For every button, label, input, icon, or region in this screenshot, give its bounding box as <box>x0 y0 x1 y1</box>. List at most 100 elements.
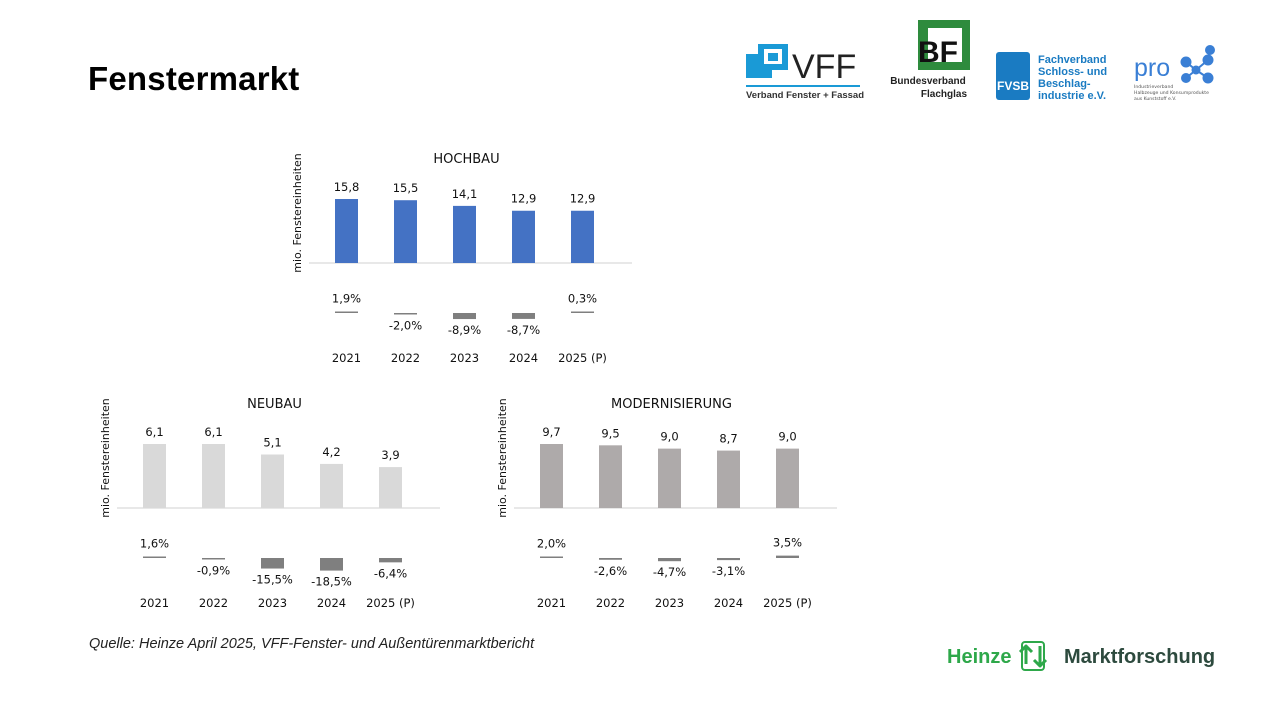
category-label: 2024 <box>714 596 743 610</box>
change-bar <box>320 558 343 571</box>
bf-logo: BF Bundesverband Flachglas <box>890 20 970 100</box>
fvsb-mark: FVSB <box>997 79 1029 93</box>
value-bar <box>658 448 681 508</box>
change-bar <box>202 558 225 560</box>
molecule-icon <box>1180 45 1215 84</box>
value-label: 6,1 <box>204 425 222 439</box>
category-label: 2022 <box>596 596 625 610</box>
change-label: -2,0% <box>389 319 422 333</box>
change-label: 1,9% <box>332 292 361 306</box>
value-bar <box>776 448 799 508</box>
change-bar <box>512 313 535 319</box>
change-label: -15,5% <box>252 573 293 587</box>
value-bar <box>143 444 166 508</box>
change-bar <box>143 556 166 558</box>
heinze-marktforschung: Marktforschung <box>1064 646 1215 668</box>
category-label: 2022 <box>199 596 228 610</box>
change-bar <box>379 558 402 563</box>
value-label: 9,0 <box>778 430 796 444</box>
value-bar <box>599 445 622 508</box>
value-bar <box>379 467 402 508</box>
change-label: -3,1% <box>712 564 745 578</box>
value-bar <box>512 210 535 263</box>
change-bar <box>599 558 622 560</box>
category-label: 2022 <box>391 351 420 365</box>
change-bar <box>394 313 417 315</box>
change-label: -8,9% <box>448 323 481 337</box>
bf-line1: Bundesverband <box>890 76 966 87</box>
value-bar <box>394 200 417 263</box>
change-bar <box>571 311 594 313</box>
heinze-arrows-icon <box>1018 641 1048 671</box>
chart-title: HOCHBAU <box>433 152 499 167</box>
value-bar <box>453 205 476 263</box>
value-bar <box>571 210 594 263</box>
value-bar <box>717 450 740 508</box>
vff-subtitle: Verband Fenster + Fassade <box>746 90 864 101</box>
category-label: 2024 <box>509 351 538 365</box>
category-label: 2025 (P) <box>763 596 812 610</box>
change-label: -4,7% <box>653 565 686 579</box>
value-label: 12,9 <box>570 192 596 206</box>
value-label: 14,1 <box>452 187 478 201</box>
value-bar <box>261 454 284 508</box>
pro-sub1: Industrieverband <box>1134 84 1173 90</box>
value-label: 3,9 <box>381 448 399 462</box>
change-label: 3,5% <box>773 536 802 550</box>
change-bar <box>453 313 476 320</box>
value-label: 15,8 <box>334 180 360 194</box>
value-bar <box>540 444 563 508</box>
value-label: 9,0 <box>660 430 678 444</box>
category-label: 2023 <box>450 351 479 365</box>
change-bar <box>335 311 358 313</box>
value-label: 12,9 <box>511 192 537 206</box>
change-label: -18,5% <box>311 575 352 589</box>
fvsb-line2: Schloss- und <box>1038 66 1107 78</box>
bf-mark: BF <box>918 36 958 69</box>
value-label: 5,1 <box>263 435 281 449</box>
value-label: 8,7 <box>719 432 737 446</box>
change-bar <box>717 558 740 561</box>
chart-title: NEUBAU <box>247 397 302 412</box>
heinze-logo: Heinze Marktforschung <box>947 641 1215 671</box>
vff-logo: VFF Verband Fenster + Fassade <box>746 44 864 101</box>
category-label: 2025 (P) <box>366 596 415 610</box>
category-label: 2024 <box>317 596 346 610</box>
y-axis-label: mio. Fenstereinheiten <box>496 398 509 518</box>
y-axis-label: mio. Fenstereinheiten <box>291 153 304 273</box>
change-label: -2,6% <box>594 564 627 578</box>
chart-neubau: NEUBAU mio. Fenstereinheiten 6,1 1,6% 2021 6,… <box>99 397 440 610</box>
change-bar <box>261 558 284 569</box>
value-label: 15,5 <box>393 181 419 195</box>
source-note: Quelle: Heinze April 2025, VFF-Fenster- … <box>89 636 535 652</box>
fvsb-logo: FVSB Fachverband Schloss- und Beschlag- … <box>996 52 1107 102</box>
value-label: 4,2 <box>322 445 340 459</box>
vff-name: VFF <box>792 48 856 86</box>
chart-title: MODERNISIERUNG <box>611 397 732 412</box>
page-title: Fenstermarkt <box>88 60 300 97</box>
value-bar <box>320 463 343 508</box>
value-bar <box>202 444 225 508</box>
value-bar <box>335 199 358 263</box>
value-label: 9,5 <box>601 426 619 440</box>
category-label: 2023 <box>655 596 684 610</box>
chart-hochbau: HOCHBAU mio. Fenstereinheiten 15,8 1,9% 2021… <box>291 152 632 365</box>
change-label: -8,7% <box>507 323 540 337</box>
category-label: 2021 <box>537 596 566 610</box>
chart-modernisierung: MODERNISIERUNG mio. Fenstereinheiten 9,7 2,… <box>496 397 837 610</box>
fvsb-line1: Fachverband <box>1038 54 1106 66</box>
bf-line2: Flachglas <box>921 89 968 100</box>
change-label: 0,3% <box>568 292 597 306</box>
pro-mark: pro <box>1134 54 1170 82</box>
category-label: 2025 (P) <box>558 351 607 365</box>
change-label: 1,6% <box>140 537 169 551</box>
pro-k-logo: pro Industrieverband Halbzeuge und Konsu… <box>1134 45 1215 102</box>
category-label: 2021 <box>140 596 169 610</box>
fvsb-line3: Beschlag- <box>1038 78 1091 90</box>
change-bar <box>776 555 799 558</box>
value-label: 6,1 <box>145 425 163 439</box>
change-label: -0,9% <box>197 564 230 578</box>
change-label: -6,4% <box>374 566 407 580</box>
change-label: 2,0% <box>537 537 566 551</box>
category-label: 2021 <box>332 351 361 365</box>
